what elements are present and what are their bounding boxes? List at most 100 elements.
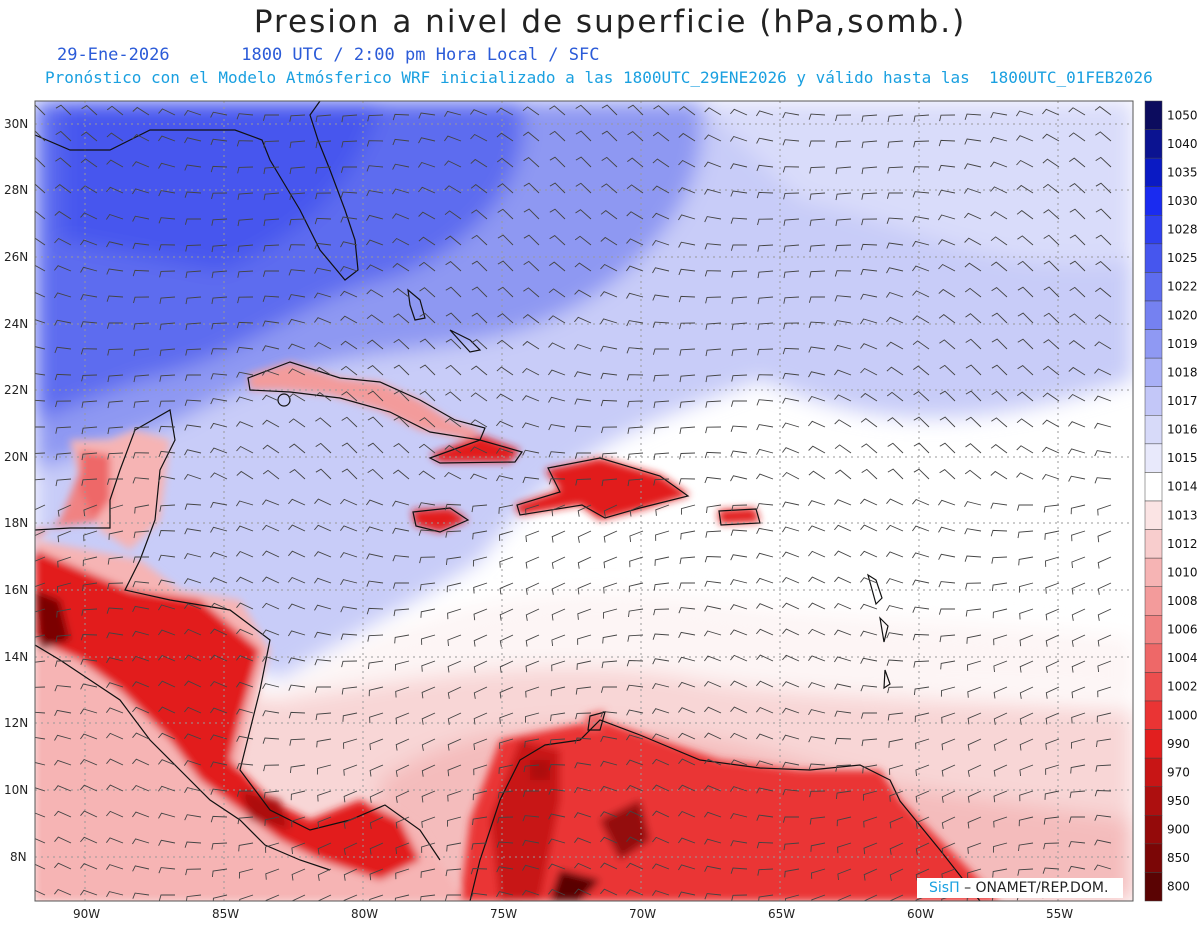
wind-barb xyxy=(35,319,46,324)
wind-barb xyxy=(704,893,722,900)
wind-barb xyxy=(548,369,566,376)
wind-barb xyxy=(860,603,878,610)
wind-barb xyxy=(236,396,254,403)
wind-barb xyxy=(836,816,852,827)
wind-barb xyxy=(860,712,878,719)
wind-barb xyxy=(159,270,176,278)
wind-barb xyxy=(263,166,280,175)
wind-barb xyxy=(81,478,98,486)
wind-barb xyxy=(497,234,514,246)
wind-barb xyxy=(939,114,956,122)
wind-barb xyxy=(600,263,618,272)
wind-barb xyxy=(35,762,46,766)
wind-barb xyxy=(444,110,462,117)
wind-barb xyxy=(288,498,306,506)
wind-barb xyxy=(785,894,800,901)
wind-barb xyxy=(184,399,202,406)
wind-barb xyxy=(967,764,982,777)
wind-barb xyxy=(575,156,592,168)
wind-barb xyxy=(184,628,202,636)
wind-barb xyxy=(808,140,825,147)
wind-barb xyxy=(80,212,98,220)
wind-barb xyxy=(574,888,592,896)
wind-barb xyxy=(967,816,982,829)
wind-barb xyxy=(1071,712,1086,724)
wind-barb xyxy=(1068,366,1086,376)
wind-barb xyxy=(783,296,800,304)
wind-barb xyxy=(603,582,618,594)
map-title: Presion a nivel de superficie (hPa,somb.… xyxy=(253,4,967,40)
wind-barb xyxy=(782,347,800,355)
wind-barb xyxy=(887,417,904,428)
wind-barb xyxy=(471,365,488,376)
wind-barb xyxy=(1043,842,1060,850)
wind-barb xyxy=(730,604,748,610)
lon-label: 75W xyxy=(490,907,517,921)
wind-barb xyxy=(418,502,436,509)
wind-barb xyxy=(678,631,696,638)
wind-barb xyxy=(210,111,228,118)
wind-barb xyxy=(341,442,358,454)
wind-barb xyxy=(54,888,72,896)
wind-barb xyxy=(549,235,566,246)
wind-barb xyxy=(652,784,670,792)
wind-barb xyxy=(600,399,618,407)
wind-barb xyxy=(262,576,280,584)
wind-barb xyxy=(915,764,930,777)
wind-barb xyxy=(991,364,1008,376)
credit-box: SisΠ – ONAMET/REP.DOM. xyxy=(917,878,1123,898)
colorbar-label: 1025 xyxy=(1167,251,1198,265)
wind-barb xyxy=(914,712,930,723)
wind-barb xyxy=(340,606,358,613)
wind-barb xyxy=(1095,156,1112,168)
wind-barb xyxy=(837,842,852,854)
wind-barb xyxy=(1094,106,1112,116)
wind-barb xyxy=(705,348,722,357)
wind-barb xyxy=(626,889,644,896)
wind-barb xyxy=(912,315,930,324)
wind-barb xyxy=(369,764,384,777)
wind-barb xyxy=(730,135,748,142)
wind-barb xyxy=(470,868,488,875)
wind-barb xyxy=(834,320,852,327)
wind-barb xyxy=(262,345,280,352)
wind-barb xyxy=(81,452,98,461)
wind-barb xyxy=(314,242,332,250)
wind-barb xyxy=(314,604,332,611)
wind-barb xyxy=(600,888,618,896)
wind-barb xyxy=(262,656,280,662)
colorbar-swatch xyxy=(1144,472,1163,502)
wind-barb xyxy=(600,210,618,220)
wind-barb xyxy=(992,608,1008,619)
wind-barb xyxy=(1042,365,1060,376)
wind-barb xyxy=(106,186,124,194)
wind-barb xyxy=(158,554,176,561)
wind-barb xyxy=(498,764,514,774)
wind-barb xyxy=(704,216,722,223)
wind-barb xyxy=(472,816,488,826)
wind-barb xyxy=(834,710,852,717)
lat-label: 30N xyxy=(4,117,28,131)
wind-barb xyxy=(343,816,358,829)
wind-barb xyxy=(288,711,306,719)
wind-barb xyxy=(394,660,410,671)
wind-barb xyxy=(421,764,436,777)
wind-barb xyxy=(886,267,904,274)
wind-barb xyxy=(886,659,904,666)
wind-barb xyxy=(967,842,982,854)
wind-barb xyxy=(341,416,358,428)
wind-barb xyxy=(1017,286,1034,298)
colorbar-swatch xyxy=(1144,415,1163,445)
wind-barb xyxy=(184,218,201,225)
wind-barb xyxy=(447,712,462,725)
wind-barb xyxy=(54,734,72,741)
wind-barb xyxy=(704,865,722,872)
wind-barb xyxy=(1017,338,1034,350)
wind-barb xyxy=(964,212,982,220)
wind-barb xyxy=(263,218,280,227)
wind-barb xyxy=(369,842,384,855)
wind-barb xyxy=(629,556,644,568)
wind-barb xyxy=(1071,582,1086,595)
wind-barb xyxy=(991,287,1008,298)
wind-barb xyxy=(212,894,228,901)
